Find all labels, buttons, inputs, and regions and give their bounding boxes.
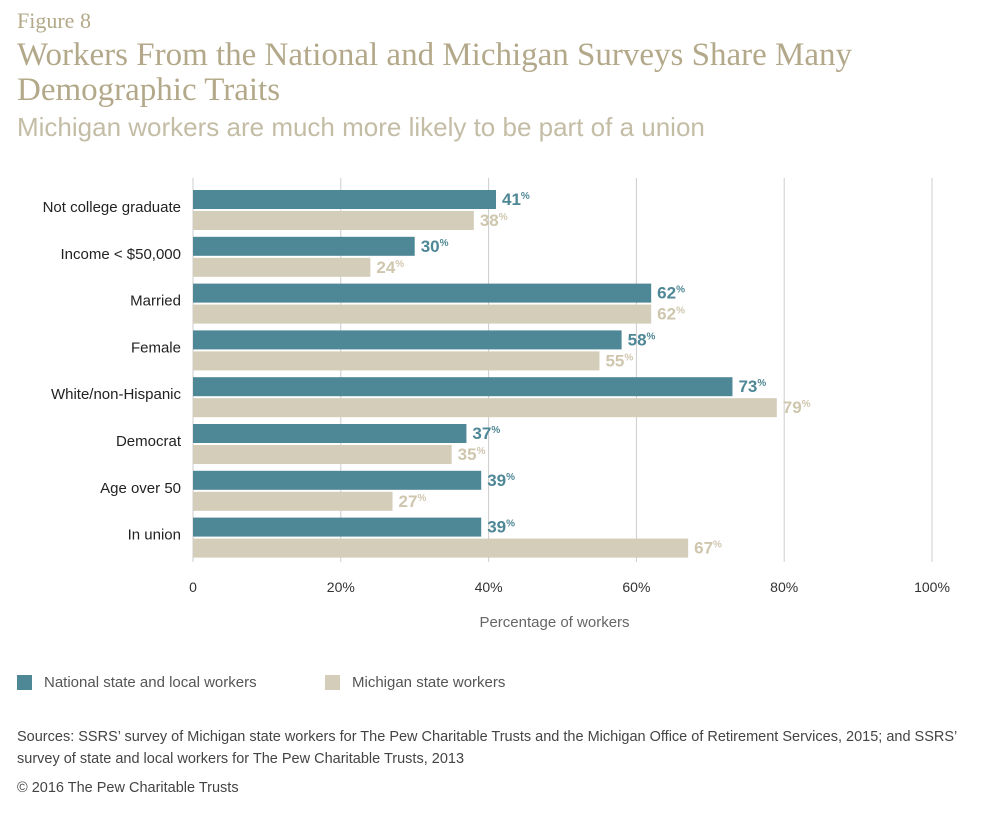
bar-michigan [193,257,371,277]
chart-subtitle: Michigan workers are much more likely to… [17,112,705,142]
legend-swatch-michigan [325,675,340,690]
legend-swatch-national [17,675,32,690]
bar-michigan [193,351,600,371]
data-label-national: 39% [487,518,515,537]
x-tick-label: 80% [770,579,798,595]
legend-label-michigan: Michigan state workers [352,674,506,691]
category-label: Democrat [116,433,182,450]
data-label-michigan: 38% [480,211,508,230]
legend-label-national: National state and local workers [44,674,257,691]
bar-national [193,283,652,303]
data-label-national: 73% [738,377,766,396]
legend-national: National state and local workers [17,674,257,691]
category-label: Not college graduate [43,199,181,216]
data-label-michigan: 24% [376,258,404,277]
category-label: Married [130,293,181,310]
bar-national [193,190,496,209]
data-label-michigan: 62% [657,305,685,324]
x-tick-label: 40% [475,579,503,595]
bar-national [193,424,467,443]
category-label: Female [131,339,181,356]
x-tick-label: 100% [914,579,950,595]
bar-michigan [193,398,777,418]
chart-title: Workers From the National and Michigan S… [17,37,853,108]
x-tick-label: 20% [327,579,355,595]
bar-michigan [193,211,474,230]
bar-chart: 0 20% 40% 60% 80% 100% Percentage of workers No… [43,178,950,631]
data-label-national: 58% [628,330,656,349]
bar-michigan [193,491,393,511]
x-axis-label: Percentage of workers [479,614,629,631]
data-label-michigan: 67% [694,539,722,558]
category-label: White/non-Hispanic [51,386,182,403]
category-label: Age over 50 [100,480,181,497]
data-label-michigan: 55% [605,351,633,370]
copyright: © 2016 The Pew Charitable Trusts [17,780,239,796]
category-label: Income < $50,000 [60,246,181,263]
bar-national [193,470,482,490]
data-label-national: 41% [502,190,530,209]
bar-national [193,330,622,350]
bar-michigan [193,538,689,558]
bar-national [193,377,733,397]
data-label-national: 30% [421,237,449,256]
sources-note: Sources: SSRS’ survey of Michigan state … [17,729,957,767]
x-tick-label: 0 [189,579,197,595]
data-label-national: 62% [657,284,685,303]
bar-michigan [193,445,452,464]
bar-national [193,236,415,256]
bar-national [193,517,482,537]
data-label-michigan: 35% [458,445,486,464]
data-label-michigan: 27% [399,492,427,511]
data-label-national: 39% [487,471,515,490]
bar-michigan [193,304,652,324]
data-label-national: 37% [472,424,500,443]
figure-label: Figure 8 [17,8,91,33]
data-label-michigan: 79% [783,398,811,417]
x-tick-label: 60% [622,579,650,595]
category-label: In union [128,527,181,544]
legend-michigan: Michigan state workers [325,674,505,691]
